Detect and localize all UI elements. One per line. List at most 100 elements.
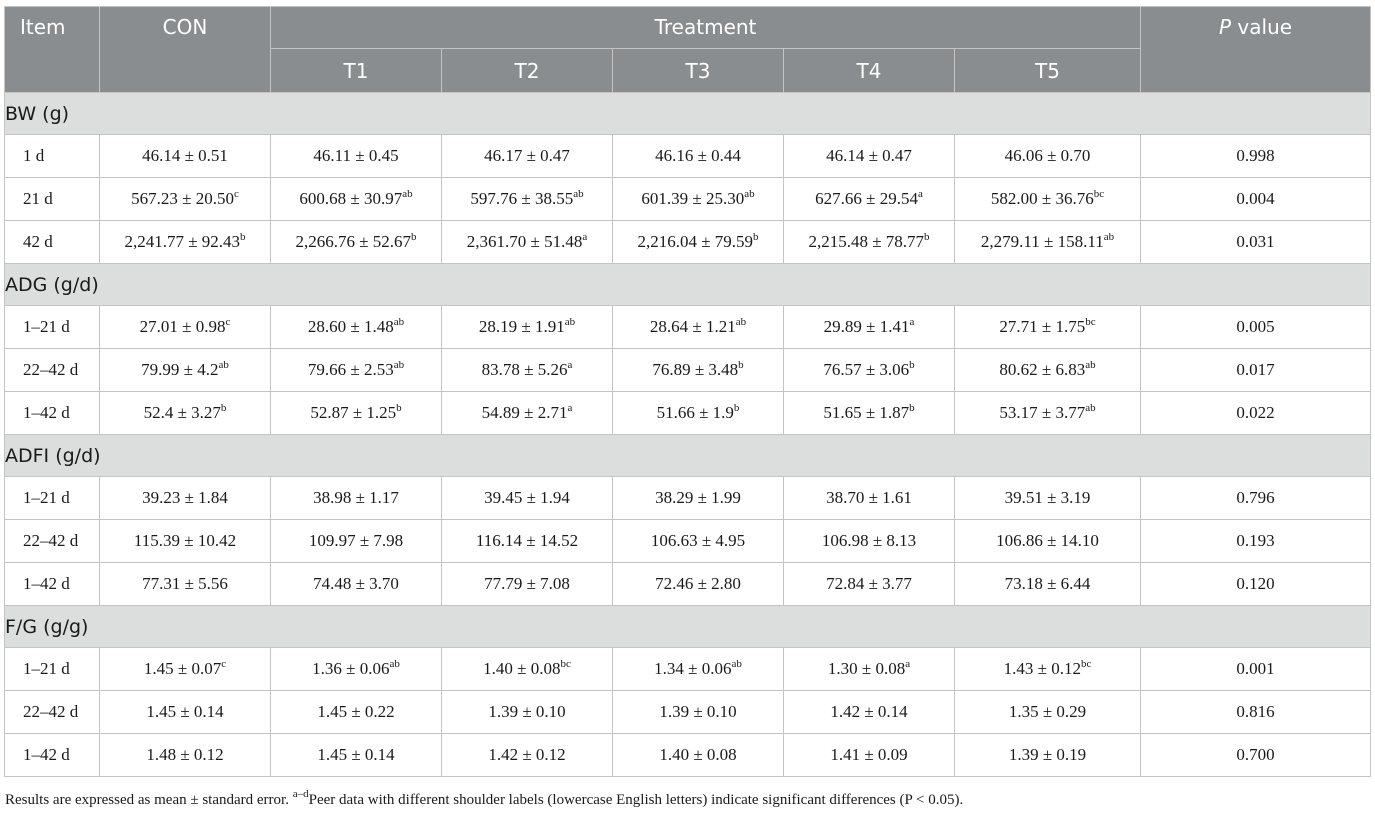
value-cell: 39.45 ± 1.94 — [441, 476, 613, 520]
value-cell: 106.86 ± 14.10 — [953, 519, 1142, 563]
value-cell: 2,241.77 ± 92.43b — [99, 220, 271, 264]
cell-superscript: bc — [1093, 188, 1105, 200]
value-cell: 1.45 ± 0.22 — [270, 690, 442, 734]
value-cell: 46.14 ± 0.47 — [783, 134, 955, 178]
cell-superscript: bc — [1085, 316, 1096, 328]
value-cell: 1.48 ± 0.12 — [99, 733, 271, 777]
value-cell: 1.39 ± 0.19 — [953, 733, 1142, 777]
cell-value: 27.71 ± 1.75 — [999, 317, 1086, 336]
cell-superscript: b — [733, 402, 740, 414]
table-row: 1–42 d 77.31 ± 5.56 74.48 ± 3.70 77.79 ± 7.… — [4, 562, 1372, 606]
cell-superscript: ab — [573, 188, 584, 200]
cell-value: 627.66 ± 29.54 — [815, 189, 918, 208]
cell-superscript: ab — [1085, 359, 1096, 371]
p-value-cell: 0.017 — [1140, 348, 1372, 392]
value-cell: 116.14 ± 14.52 — [441, 519, 613, 563]
row-label: 1–21 d — [4, 305, 100, 349]
header-t5: T5 — [953, 48, 1142, 93]
value-cell: 115.39 ± 10.42 — [99, 519, 271, 563]
value-cell: 27.01 ± 0.98c — [99, 305, 271, 349]
cell-superscript: a — [582, 231, 588, 243]
cell-value: 2,279.11 ± 158.11 — [980, 232, 1104, 251]
table-row: 1–21 d 1.45 ± 0.07c 1.36 ± 0.06ab 1.40 ± 0.… — [4, 647, 1372, 691]
value-cell: 46.16 ± 0.44 — [612, 134, 784, 178]
value-cell: 38.98 ± 1.17 — [270, 476, 442, 520]
header-t3: T3 — [612, 48, 784, 93]
row-label: 1 d — [4, 134, 100, 178]
cell-value: 76.89 ± 3.48 — [652, 360, 739, 379]
value-cell: 39.23 ± 1.84 — [99, 476, 271, 520]
cell-value: 39.45 ± 1.94 — [484, 488, 570, 507]
cell-superscript: ab — [731, 658, 742, 670]
footnote-text-a: Results are expressed as mean ± standard… — [5, 792, 293, 808]
cell-value: 2,266.76 ± 52.67 — [295, 232, 412, 251]
table-header: Item CON Treatment P value T1 T2 T3 T4 T… — [4, 6, 1372, 93]
value-cell: 597.76 ± 38.55ab — [441, 177, 613, 221]
cell-superscript: b — [738, 359, 744, 371]
cell-superscript: ab — [393, 359, 405, 371]
cell-superscript: ab — [389, 658, 400, 670]
header-p-rest: value — [1231, 15, 1293, 39]
value-cell: 46.17 ± 0.47 — [441, 134, 613, 178]
value-cell: 1.36 ± 0.06ab — [270, 647, 442, 691]
p-value-cell: 0.022 — [1140, 391, 1372, 435]
cell-value: 29.89 ± 1.41 — [823, 317, 910, 336]
value-cell: 106.98 ± 8.13 — [783, 519, 955, 563]
cell-value: 46.17 ± 0.47 — [484, 146, 570, 165]
cell-value: 109.97 ± 7.98 — [308, 531, 404, 550]
value-cell: 28.64 ± 1.21ab — [612, 305, 784, 349]
cell-superscript: c — [233, 188, 239, 200]
cell-superscript: ab — [402, 188, 413, 200]
row-label: 21 d — [4, 177, 100, 221]
p-value-cell: 0.998 — [1140, 134, 1372, 178]
value-cell: 52.87 ± 1.25b — [270, 391, 442, 435]
group-title: BW (g) — [3, 92, 1372, 135]
value-cell: 1.39 ± 0.10 — [612, 690, 784, 734]
cell-value: 51.66 ± 1.9 — [656, 403, 734, 422]
table-row: 22–42 d 79.99 ± 4.2ab 79.66 ± 2.53ab 83.78 … — [4, 348, 1372, 392]
value-cell: 106.63 ± 4.95 — [612, 519, 784, 563]
table-body: BW (g) 1 d 46.14 ± 0.51 46.11 ± 0.45 46.17 ±… — [3, 92, 1372, 777]
value-cell: 76.57 ± 3.06b — [783, 348, 955, 392]
cell-value: 106.98 ± 8.13 — [821, 531, 917, 550]
value-cell: 28.19 ± 1.91ab — [441, 305, 613, 349]
cell-superscript: a — [567, 359, 573, 371]
value-cell: 1.39 ± 0.10 — [441, 690, 613, 734]
value-cell: 1.45 ± 0.14 — [270, 733, 442, 777]
cell-superscript: b — [924, 231, 930, 243]
cell-value: 80.62 ± 6.83 — [999, 360, 1086, 379]
group-row: ADFI (g/d) — [3, 434, 1372, 477]
cell-superscript: a — [567, 402, 573, 414]
cell-value: 106.86 ± 14.10 — [996, 531, 1099, 550]
row-label: 1–42 d — [4, 562, 100, 606]
cell-value: 38.98 ± 1.17 — [313, 488, 399, 507]
cell-value: 73.18 ± 6.44 — [1004, 574, 1091, 593]
cell-value: 46.14 ± 0.51 — [142, 146, 228, 165]
p-value-cell: 0.796 — [1140, 476, 1372, 520]
header-t1: T1 — [270, 48, 442, 93]
row-label: 1–42 d — [4, 391, 100, 435]
cell-value: 39.51 ± 3.19 — [1004, 488, 1091, 507]
cell-superscript: a — [917, 188, 923, 200]
cell-superscript: ab — [564, 316, 576, 328]
header-con: CON — [99, 6, 271, 93]
cell-value: 1.40 ± 0.08 — [659, 745, 737, 764]
cell-superscript: b — [909, 359, 915, 371]
cell-superscript: ab — [1085, 402, 1096, 414]
value-cell: 79.99 ± 4.2ab — [99, 348, 271, 392]
cell-superscript: c — [221, 658, 227, 670]
cell-value: 601.39 ± 25.30 — [641, 189, 745, 208]
cell-superscript: a — [905, 658, 911, 670]
value-cell: 1.43 ± 0.12bc — [953, 647, 1142, 691]
group-title: ADFI (g/d) — [3, 434, 1372, 477]
header-t4: T4 — [783, 48, 955, 93]
header-p-value: P value — [1140, 6, 1372, 93]
value-cell: 1.34 ± 0.06ab — [612, 647, 784, 691]
value-cell: 1.45 ± 0.07c — [99, 647, 271, 691]
row-label: 22–42 d — [4, 519, 100, 563]
cell-superscript: ab — [218, 359, 229, 371]
value-cell: 2,361.70 ± 51.48a — [441, 220, 613, 264]
table-row: 1–21 d 27.01 ± 0.98c 28.60 ± 1.48ab 28.19 ±… — [4, 305, 1372, 349]
value-cell: 77.31 ± 5.56 — [99, 562, 271, 606]
cell-value: 1.35 ± 0.29 — [1008, 702, 1087, 721]
